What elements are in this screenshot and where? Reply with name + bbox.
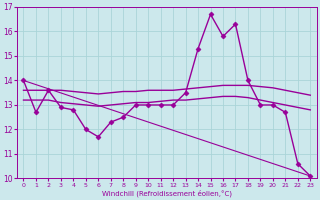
X-axis label: Windchill (Refroidissement éolien,°C): Windchill (Refroidissement éolien,°C): [102, 189, 232, 197]
